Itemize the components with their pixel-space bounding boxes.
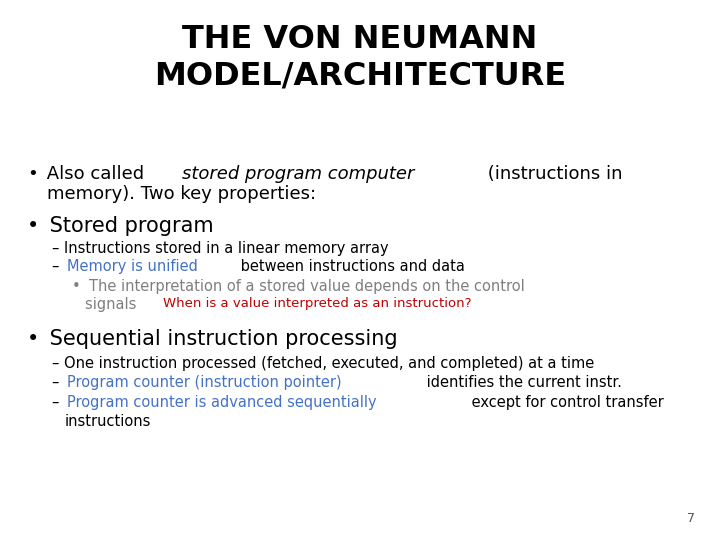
Text: Memory is unified: Memory is unified [68, 259, 198, 274]
Text: –: – [52, 259, 64, 274]
Text: signals: signals [85, 297, 145, 312]
Text: – Instructions stored in a linear memory array: – Instructions stored in a linear memory… [52, 241, 389, 256]
Text: The interpretation of a stored value depends on the control: The interpretation of a stored value dep… [89, 279, 525, 294]
Text: Sequential instruction processing: Sequential instruction processing [43, 329, 397, 349]
Text: (instructions in: (instructions in [482, 165, 622, 183]
Text: memory). Two key properties:: memory). Two key properties: [47, 185, 316, 202]
Text: between instructions and data: between instructions and data [236, 259, 465, 274]
Text: – One instruction processed (fetched, executed, and completed) at a time: – One instruction processed (fetched, ex… [52, 356, 594, 372]
Text: Stored program: Stored program [43, 216, 214, 236]
Text: When is a value interpreted as an instruction?: When is a value interpreted as an instru… [163, 297, 472, 310]
Text: Program counter (instruction pointer): Program counter (instruction pointer) [68, 375, 342, 390]
Text: THE VON NEUMANN
MODEL/ARCHITECTURE: THE VON NEUMANN MODEL/ARCHITECTURE [154, 24, 566, 91]
Text: •: • [27, 216, 40, 236]
Text: stored program computer: stored program computer [181, 165, 414, 183]
Text: •: • [72, 279, 86, 294]
Text: •: • [27, 329, 40, 349]
Text: Also called: Also called [41, 165, 150, 183]
Text: 7: 7 [687, 512, 695, 525]
Text: identifies the current instr.: identifies the current instr. [422, 375, 621, 390]
Text: –: – [52, 375, 64, 390]
Text: Program counter is advanced sequentially: Program counter is advanced sequentially [68, 395, 377, 410]
Text: •: • [27, 165, 38, 183]
Text: –: – [52, 395, 64, 410]
Text: instructions: instructions [65, 414, 151, 429]
Text: except for control transfer: except for control transfer [467, 395, 664, 410]
